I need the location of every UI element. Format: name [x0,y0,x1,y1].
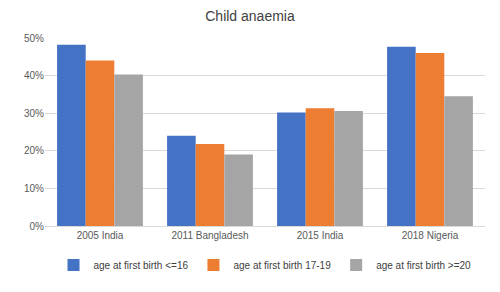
svg-text:2018 Nigeria: 2018 Nigeria [402,230,459,241]
svg-text:40%: 40% [24,70,44,81]
svg-text:50%: 50% [24,33,44,44]
svg-text:age at first birth <=16: age at first birth <=16 [94,260,189,271]
svg-text:age at first birth 17-19: age at first birth 17-19 [233,260,331,271]
svg-text:20%: 20% [24,145,44,156]
svg-text:2011 Bangladesh: 2011 Bangladesh [171,230,248,241]
svg-text:30%: 30% [24,108,44,119]
svg-text:Child anaemia: Child anaemia [205,8,295,24]
svg-text:10%: 10% [24,183,44,194]
svg-text:2005 India: 2005 India [77,230,124,241]
svg-text:2015 India: 2015 India [297,230,344,241]
svg-text:age at first birth >=20: age at first birth >=20 [376,260,471,271]
svg-text:0%: 0% [30,221,45,232]
